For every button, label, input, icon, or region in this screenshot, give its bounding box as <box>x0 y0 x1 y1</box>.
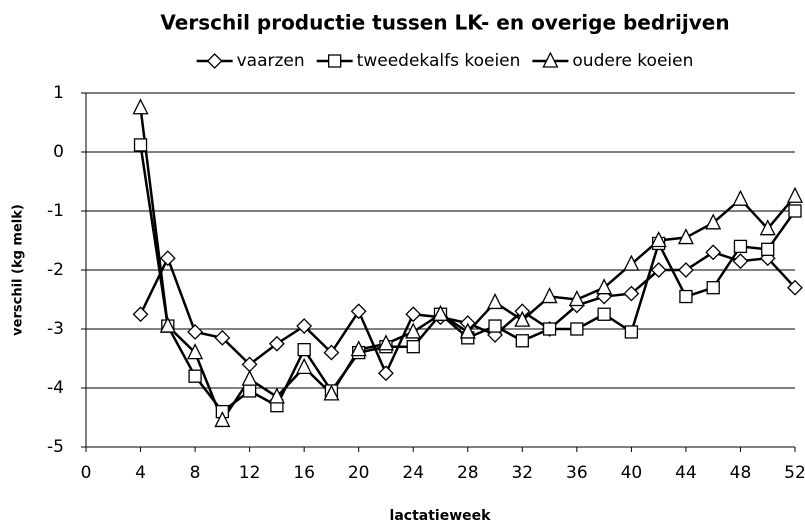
data-point <box>242 384 257 398</box>
data-point <box>623 254 640 271</box>
data-point <box>597 307 611 321</box>
data-point <box>678 262 694 278</box>
x-tick-label: 8 <box>190 463 201 483</box>
data-point <box>405 322 422 339</box>
x-tick-label: 32 <box>511 463 533 483</box>
data-point <box>350 340 367 357</box>
data-point <box>732 189 749 206</box>
x-tick-label: 0 <box>81 463 92 483</box>
data-point <box>406 340 420 354</box>
data-point <box>570 322 584 336</box>
x-tick-label: 4 <box>135 463 146 483</box>
data-point <box>486 292 504 310</box>
y-tick-label: -1 <box>47 201 64 221</box>
data-point <box>296 357 313 375</box>
data-point <box>650 262 667 278</box>
x-tick-label: 40 <box>621 463 643 483</box>
data-point <box>759 219 776 236</box>
data-point <box>187 343 204 360</box>
y-tick-label: -5 <box>47 437 64 457</box>
data-point <box>350 303 367 320</box>
data-point <box>405 306 422 323</box>
data-point <box>377 334 395 351</box>
y-tick-label: 0 <box>53 142 64 162</box>
data-point <box>268 387 285 404</box>
data-point <box>214 329 231 346</box>
data-point <box>623 285 640 302</box>
data-point <box>159 316 176 333</box>
y-tick-label: 1 <box>53 83 64 103</box>
data-point <box>541 287 558 304</box>
data-point <box>542 322 557 336</box>
data-point <box>705 213 722 230</box>
data-point <box>432 304 449 321</box>
data-point <box>187 324 203 340</box>
legend-label: tweedekalfs koeien <box>357 51 521 71</box>
data-point <box>788 204 802 218</box>
x-tick-label: 48 <box>730 463 752 483</box>
data-point <box>132 98 149 115</box>
data-point <box>132 306 149 323</box>
data-point <box>296 318 313 334</box>
legend-marker <box>206 53 223 69</box>
data-point <box>679 289 693 304</box>
data-point <box>378 365 394 382</box>
data-point <box>515 334 529 348</box>
x-tick-label: 24 <box>402 463 424 483</box>
x-axis-label: lactatieweek <box>390 508 492 524</box>
y-tick-label: -3 <box>47 319 64 339</box>
data-point <box>705 244 722 261</box>
data-point <box>732 253 749 270</box>
legend-marker <box>542 51 559 68</box>
data-point <box>214 410 231 428</box>
data-point <box>159 250 176 267</box>
series-line <box>139 144 797 414</box>
x-tick-label: 36 <box>566 463 588 483</box>
data-point <box>650 231 667 248</box>
chart-title: Verschil productie tussen LK- en overige… <box>160 11 729 35</box>
legend: vaarzen tweedekalfs koeien oudere koeien <box>196 51 693 71</box>
data-point <box>514 310 531 327</box>
data-point <box>733 239 748 254</box>
y-tick-label: -2 <box>47 260 64 280</box>
x-tick-label: 20 <box>348 463 370 483</box>
x-tick-label: 44 <box>675 463 697 483</box>
data-point <box>624 325 639 339</box>
data-point <box>188 369 202 383</box>
data-point <box>787 279 803 296</box>
data-point <box>297 342 311 357</box>
data-point <box>323 344 340 361</box>
data-point <box>323 384 340 401</box>
data-point <box>133 138 148 152</box>
data-point <box>596 278 613 295</box>
data-point <box>268 335 285 352</box>
y-tick-label: -4 <box>47 378 64 398</box>
y-axis-label: verschil (kg melk) <box>11 204 26 336</box>
data-point <box>459 322 476 339</box>
x-tick-label: 12 <box>239 463 261 483</box>
data-point <box>568 290 585 307</box>
data-point <box>786 186 804 203</box>
data-point <box>706 281 720 295</box>
x-tick-label: 52 <box>784 463 805 483</box>
legend-label: vaarzen <box>237 51 305 71</box>
x-tick-label: 28 <box>457 463 479 483</box>
legend-marker <box>328 54 342 68</box>
x-tick-label: 16 <box>293 463 315 483</box>
data-point <box>677 228 694 245</box>
legend-label: oudere koeien <box>572 51 693 71</box>
data-point <box>241 369 258 386</box>
data-point <box>488 319 502 333</box>
data-point <box>761 242 775 257</box>
